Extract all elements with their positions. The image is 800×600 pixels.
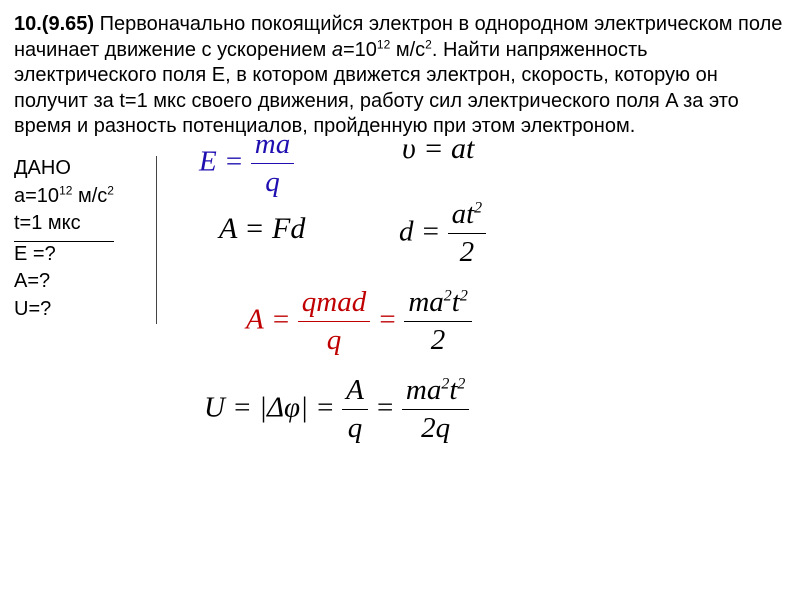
unknown-line: U=? <box>14 297 114 323</box>
fraction: at2 2 <box>448 196 487 271</box>
given-heading-wrap: ДАНО <box>14 156 114 182</box>
eq-text: υ = at <box>402 132 474 165</box>
frac-num: at2 <box>448 196 487 234</box>
eq-lhs: d <box>399 215 414 247</box>
frac-den: 2 <box>404 322 471 359</box>
frac-num: ma <box>251 126 294 164</box>
frac-num: A <box>342 372 368 410</box>
given-line: t=1 мкс <box>14 211 114 237</box>
lower-region: ДАНО a=1012 м/с2 t=1 мкс E =? A=? U=? E … <box>14 144 786 474</box>
frac-num: ma2t2 <box>402 372 469 410</box>
problem-statement: 10.(9.65) Первоначально покоящийся элект… <box>14 12 786 140</box>
given-known-block: a=1012 м/с2 t=1 мкс <box>14 184 114 242</box>
equation-d: d = at2 2 <box>399 196 486 271</box>
frac-den: 2 <box>448 234 487 271</box>
frac-num: qmad <box>298 284 370 322</box>
vertical-divider <box>156 156 157 324</box>
problem-number: 10.(9.65) <box>14 13 94 35</box>
equation-E: E = ma q <box>199 126 294 201</box>
frac-num: ma2t2 <box>404 284 471 322</box>
unknown-line: E =? <box>14 242 114 268</box>
frac-den: q <box>251 164 294 201</box>
fraction: ma2t2 2q <box>402 372 469 447</box>
fraction: ma q <box>251 126 294 201</box>
given-heading: ДАНО <box>14 157 71 179</box>
equation-A-chain: A = qmad q = ma2t2 2 <box>246 284 472 359</box>
eq-abs: |Δφ| <box>259 391 308 423</box>
frac-den: q <box>298 322 370 359</box>
equation-U: U = |Δφ| = A q = ma2t2 2q <box>204 372 469 447</box>
frac-den: 2q <box>402 410 469 447</box>
eq-lhs: E <box>199 145 217 177</box>
equation-AFd: A = Fd <box>219 210 305 248</box>
eq-text: A = Fd <box>219 212 305 245</box>
unknown-line: A=? <box>14 269 114 295</box>
equation-v: υ = at <box>402 130 474 168</box>
fraction: qmad q <box>298 284 370 359</box>
eq-lhs: A <box>246 303 264 335</box>
fraction: A q <box>342 372 368 447</box>
fraction: ma2t2 2 <box>404 284 471 359</box>
given-line: a=1012 м/с2 <box>14 184 114 210</box>
problem-text: Первоначально покоящийся электрон в одно… <box>14 13 782 137</box>
eq-lhs: U <box>204 391 225 423</box>
given-block: ДАНО a=1012 м/с2 t=1 мкс E =? A=? U=? <box>14 156 114 325</box>
frac-den: q <box>342 410 368 447</box>
